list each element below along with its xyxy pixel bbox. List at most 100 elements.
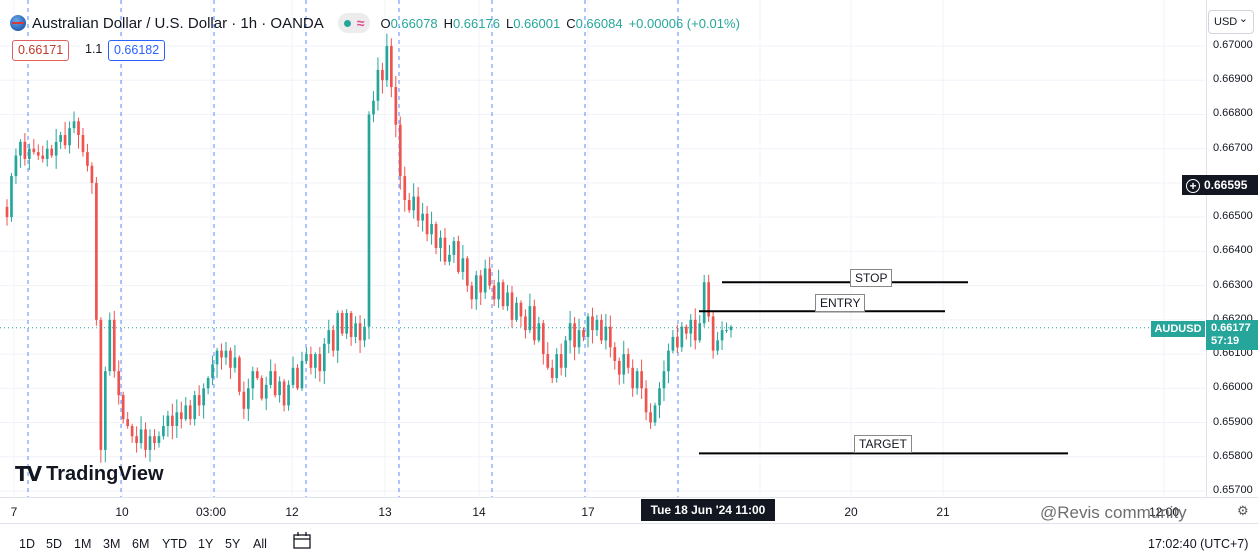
range-1d-button[interactable]: 1D [19,537,35,551]
candle-body [658,388,661,406]
candle-body [613,347,617,361]
entry-label[interactable]: ENTRY [815,294,866,312]
candle-body [322,343,326,372]
candle-body [425,213,429,235]
time-label: 12:00 [1148,505,1180,519]
candle-body [546,354,550,368]
range-5d-button[interactable]: 5D [46,537,62,551]
range-6m-button[interactable]: 6M [132,537,150,551]
candle-body [497,282,500,300]
candle-body [139,429,143,444]
gear-icon[interactable]: ⚙ [1237,503,1249,518]
candle-body [385,46,389,81]
candle-body [126,419,130,426]
candle-body [246,388,250,409]
candle-body [707,282,710,317]
range-ytd-button[interactable]: YTD [162,537,187,551]
price-chart[interactable] [0,0,1206,497]
price-axis[interactable] [1206,0,1258,497]
price-tick-label: 0.65900 [1213,415,1253,428]
candle-body [626,354,630,368]
candle-body [631,367,635,389]
candle-body [103,371,107,450]
candle-body [568,323,572,341]
add-alert-plus-icon[interactable]: + [1186,178,1200,193]
candle-body [635,371,639,389]
currency-selector[interactable]: USD [1208,8,1254,34]
candle-body [586,316,590,337]
candle-body [345,313,348,334]
candle-body [649,412,652,423]
range-all-button[interactable]: All [253,537,267,551]
candle-body [622,354,626,375]
candle-body [269,371,273,385]
calendar-range-icon[interactable] [292,531,312,549]
price-tick-label: 0.65700 [1213,484,1253,496]
symbol-price-tag: AUDUSD [1151,321,1205,337]
buy-price-button[interactable]: 0.66182 [108,40,166,61]
candle-body [390,46,393,88]
candle-body [90,165,94,183]
price-tick-label: 0.66900 [1213,73,1253,86]
time-axis[interactable] [0,497,1258,523]
candle-body [224,350,228,358]
wave-icon: ≈ [356,15,365,31]
candle-body [86,152,89,166]
candle-body [23,141,27,159]
candle-body [135,436,138,444]
candle-body [19,141,22,156]
candle-body [412,196,416,211]
candle-body [72,121,76,129]
candle-body [461,258,465,272]
candle-body [640,371,643,389]
candle-body [273,371,277,396]
candle-body [349,313,353,337]
candle-body [108,319,112,372]
candle-body [515,302,518,320]
candle-body [117,371,121,396]
candle-body [175,412,179,426]
candle-body [255,371,259,379]
stop-label[interactable]: STOP [850,269,893,287]
candle-body [211,364,214,379]
candle-body [202,388,205,406]
candle-body [193,395,197,420]
crosshair-time-label: Tue 18 Jun '24 11:00 [641,499,775,521]
market-open-dot-icon [343,19,351,27]
sell-price-button[interactable]: 0.66171 [12,40,70,61]
range-1y-button[interactable]: 1Y [198,537,214,551]
candle-body [452,241,456,255]
candle-body [238,357,241,392]
candle-body [296,367,299,389]
target-label[interactable]: TARGET [854,435,912,453]
chart-area[interactable] [0,0,1206,497]
spread-value: 1.1 [80,40,108,61]
symbol-title[interactable]: Australian Dollar / U.S. Dollar · 1h · O… [32,14,324,32]
price-tick-label: 0.66700 [1213,141,1253,154]
candle-body [367,114,371,327]
candle-body [41,155,45,159]
candle-body [331,330,335,351]
candle-body [188,405,192,420]
clock-timezone[interactable]: 17:02:40 (UTC+7) [1148,537,1249,551]
range-5y-button[interactable]: 5Y [225,537,241,551]
range-1m-button[interactable]: 1M [74,537,92,551]
tradingview-logo[interactable]: TV TradingView [15,462,164,486]
candle-body [233,357,237,368]
candle-body [32,148,36,153]
candle-body [327,330,331,344]
candle-body [305,354,308,361]
time-label: 17 [581,505,595,519]
market-status-pill[interactable]: ≈ [337,13,371,33]
candle-body [99,319,103,450]
candle-body [153,436,156,444]
candle-body [559,354,563,368]
candle-body [372,100,375,115]
time-label: 12 [285,505,299,519]
candle-body [157,436,161,444]
range-3m-button[interactable]: 3M [103,537,121,551]
candle-body [550,367,554,379]
price-tick-label: 0.66400 [1213,244,1253,257]
candle-body [524,316,527,331]
candle-body [716,340,719,351]
